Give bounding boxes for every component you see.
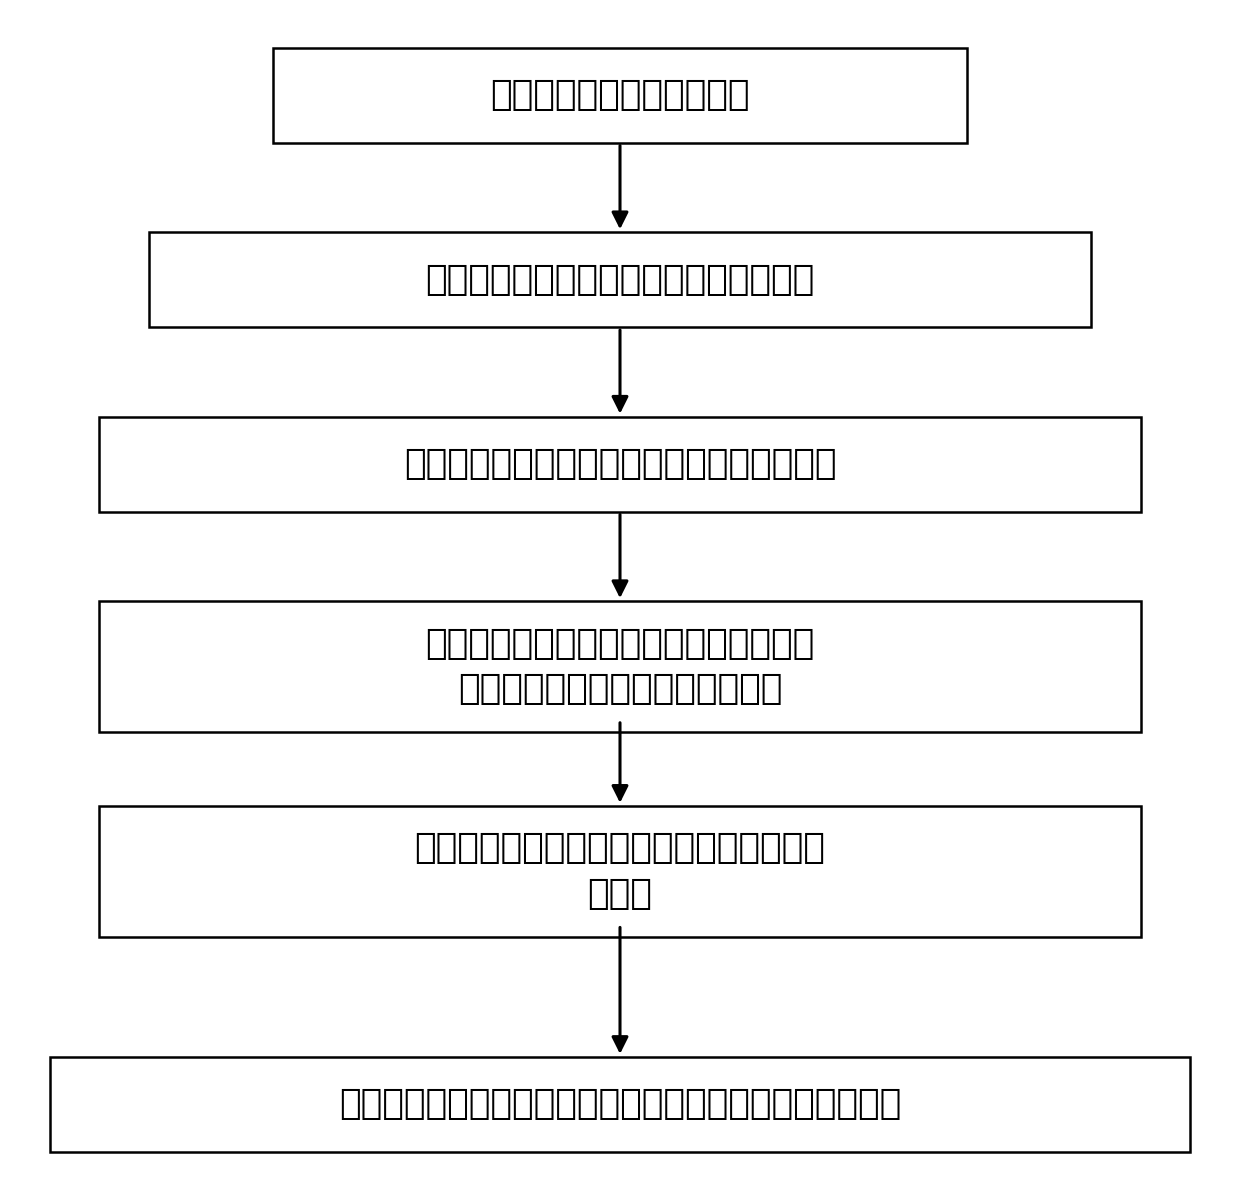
Text: 求解在控制力矩方向上动量轮组可输出的最: 求解在控制力矩方向上动量轮组可输出的最 (414, 832, 826, 865)
Bar (99, 806, 1141, 937)
Text: 动量所对应各动量轮的极限角动量: 动量所对应各动量轮的极限角动量 (458, 672, 782, 706)
Bar (50, 1057, 1190, 1152)
Bar (273, 48, 967, 143)
Text: 大力矩: 大力矩 (588, 877, 652, 910)
Text: 根据比例系数求解各动量轮控制力矩方向上分配的驱动力矩: 根据比例系数求解各动量轮控制力矩方向上分配的驱动力矩 (339, 1088, 901, 1121)
Bar (149, 232, 1091, 327)
Text: 确定动量轮组在控制力矩方向上的最大角动量: 确定动量轮组在控制力矩方向上的最大角动量 (404, 447, 836, 481)
Bar (99, 601, 1141, 732)
Bar (99, 416, 1141, 512)
Text: 计算动量轮组在控制力矩方向上的最大角: 计算动量轮组在控制力矩方向上的最大角 (425, 627, 815, 660)
Text: 确定控制力矩方向上的最大角动量包络面: 确定控制力矩方向上的最大角动量包络面 (425, 263, 815, 296)
Text: 计算动量轮组的最大包络面: 计算动量轮组的最大包络面 (490, 79, 750, 112)
